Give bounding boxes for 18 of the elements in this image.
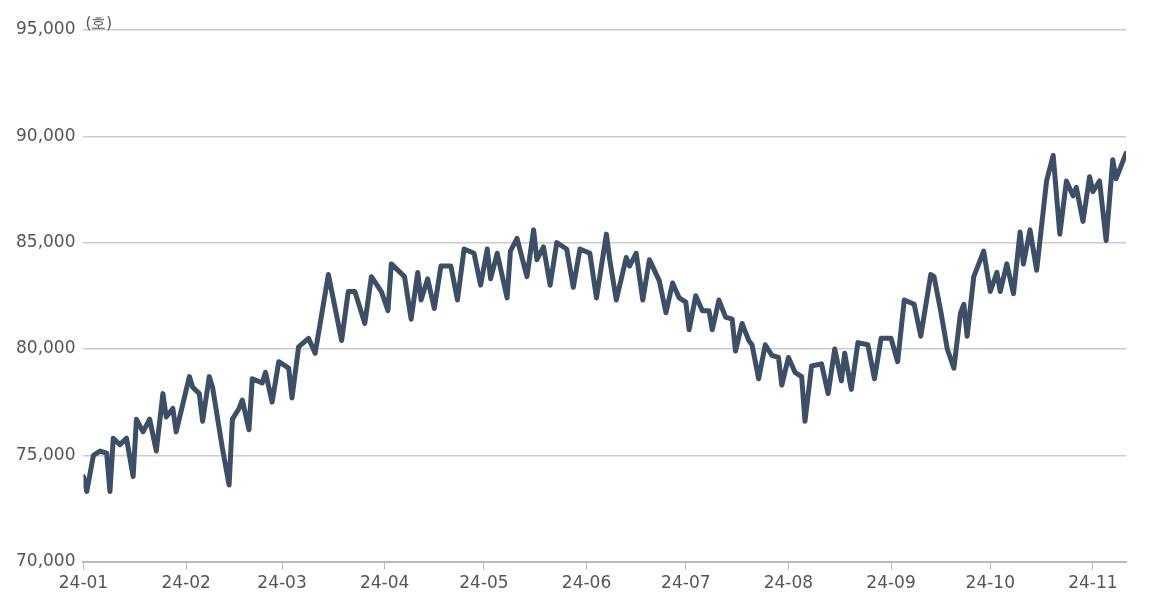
x-tick-label: 24-08 <box>763 572 814 593</box>
x-tick-label: 24-03 <box>257 572 307 593</box>
x-tick-label: 24-10 <box>965 572 1016 593</box>
y-tick-label: 95,000 <box>16 18 76 39</box>
x-tick-label: 24-07 <box>661 572 711 593</box>
x-tick-label: 24-09 <box>866 572 916 593</box>
x-tick-label: 24-05 <box>459 572 509 593</box>
x-tick-label: 24-11 <box>1068 572 1118 593</box>
y-axis-title: (호) <box>85 13 113 32</box>
x-tick-label: 24-06 <box>561 572 612 593</box>
x-tick-label: 24-01 <box>58 572 109 593</box>
y-tick-label: 85,000 <box>16 231 76 252</box>
y-tick-label: 80,000 <box>16 337 76 358</box>
y-tick-label: 70,000 <box>16 550 76 571</box>
y-tick-label: 90,000 <box>16 124 76 145</box>
y-tick-label: 75,000 <box>16 443 76 464</box>
x-tick-label: 24-02 <box>161 572 211 593</box>
x-tick-label: 24-04 <box>359 572 410 593</box>
